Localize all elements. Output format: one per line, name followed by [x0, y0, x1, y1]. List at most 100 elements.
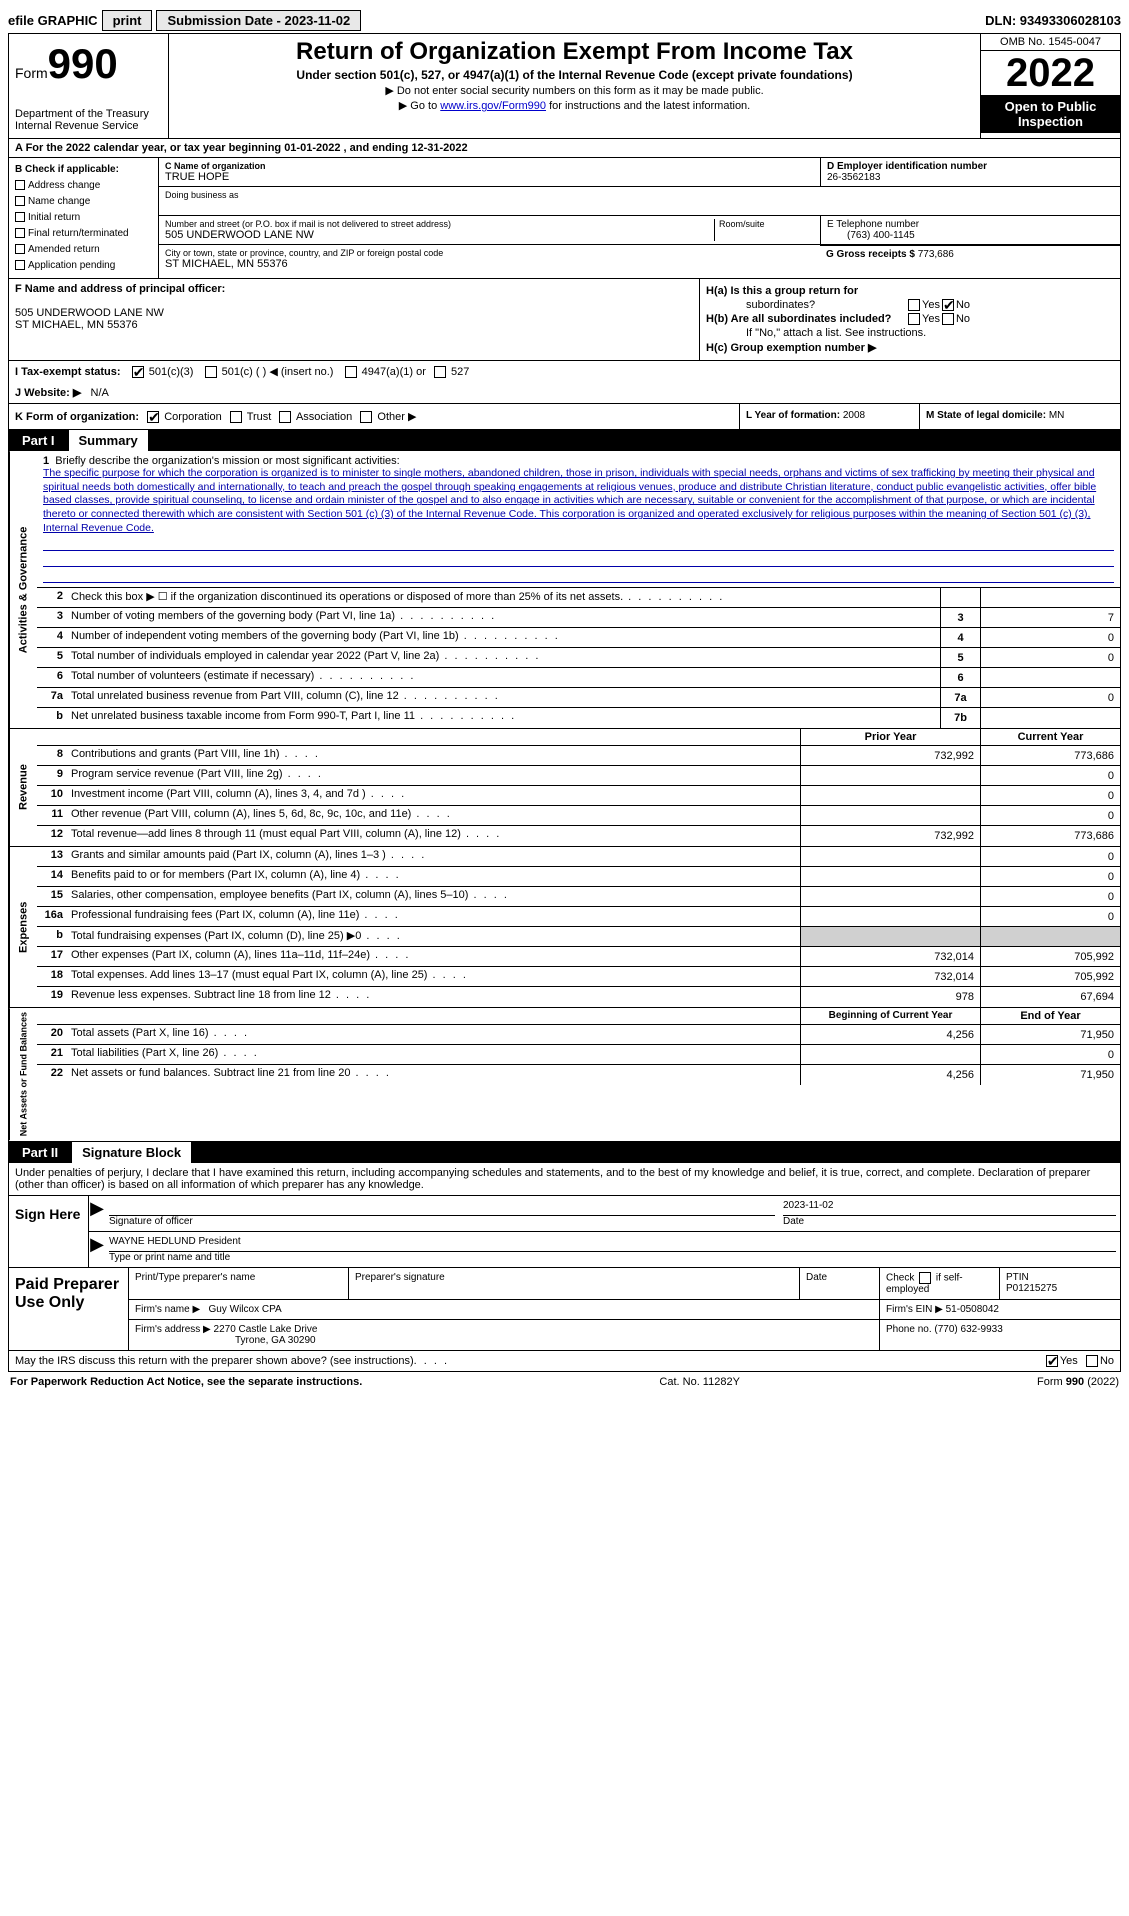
current-year-value: 71,950: [980, 1025, 1120, 1044]
room-label: Room/suite: [719, 219, 814, 229]
prior-year-header: Prior Year: [800, 729, 980, 745]
print-button[interactable]: print: [102, 10, 153, 31]
checkbox-icon[interactable]: [15, 196, 25, 206]
checkbox-icon[interactable]: [345, 366, 357, 378]
officer-addr2: ST MICHAEL, MN 55376: [15, 319, 138, 331]
line-number: 10: [37, 786, 67, 805]
prior-year-value: 732,014: [800, 947, 980, 966]
prior-year-value: [800, 806, 980, 825]
firm-addr2: Tyrone, GA 30290: [235, 1335, 316, 1346]
checkbox-icon[interactable]: [908, 299, 920, 311]
checkbox-icon[interactable]: [919, 1272, 931, 1284]
header-left: Form990 Department of the Treasury Inter…: [9, 34, 169, 138]
paid-preparer-block: Paid Preparer Use Only Print/Type prepar…: [8, 1268, 1121, 1351]
f-column: F Name and address of principal officer:…: [9, 279, 700, 360]
omb-number: OMB No. 1545-0047: [981, 34, 1120, 51]
col-b-title: B Check if applicable:: [15, 162, 152, 178]
line-text: Net unrelated business taxable income fr…: [67, 708, 940, 728]
line-number: 16a: [37, 907, 67, 926]
checkbox-icon[interactable]: [360, 411, 372, 423]
summary-line: 13 Grants and similar amounts paid (Part…: [37, 847, 1120, 867]
opt-amended: Amended return: [28, 244, 100, 255]
opt-final: Final return/terminated: [28, 228, 129, 239]
summary-line: 14 Benefits paid to or for members (Part…: [37, 867, 1120, 887]
line-box: 5: [940, 648, 980, 667]
checkbox-icon[interactable]: [15, 244, 25, 254]
line-text: Total unrelated business revenue from Pa…: [67, 688, 940, 707]
org-name: TRUE HOPE: [165, 171, 814, 183]
submission-button[interactable]: Submission Date - 2023-11-02: [156, 10, 361, 31]
row-k: K Form of organization: Corporation Trus…: [8, 404, 1121, 430]
line-number: b: [37, 927, 67, 946]
prior-year-value: 4,256: [800, 1025, 980, 1044]
sub3-post: for instructions and the latest informat…: [546, 100, 750, 112]
form-word: Form: [15, 65, 48, 81]
i-label: I Tax-exempt status:: [15, 366, 121, 378]
checkbox-icon[interactable]: [15, 212, 25, 222]
line-number: 17: [37, 947, 67, 966]
line-number: 11: [37, 806, 67, 825]
officer-addr1: 505 UNDERWOOD LANE NW: [15, 307, 164, 319]
h-column: H(a) Is this a group return for subordin…: [700, 279, 1120, 360]
current-year-value: 71,950: [980, 1065, 1120, 1085]
checkbox-checked-icon[interactable]: [942, 299, 954, 311]
checkbox-icon[interactable]: [15, 260, 25, 270]
firm-name-label: Firm's name ▶: [135, 1304, 200, 1315]
checkbox-checked-icon[interactable]: [1046, 1355, 1058, 1367]
line-value: 0: [980, 648, 1120, 667]
checkbox-checked-icon[interactable]: [132, 366, 144, 378]
firm-ein-label: Firm's EIN ▶: [886, 1304, 943, 1315]
line-text: Investment income (Part VIII, column (A)…: [67, 786, 800, 805]
line-text: Other expenses (Part IX, column (A), lin…: [67, 947, 800, 966]
checkbox-icon[interactable]: [15, 228, 25, 238]
prior-year-value: [800, 907, 980, 926]
checkbox-icon[interactable]: [434, 366, 446, 378]
firm-ein: 51-0508042: [946, 1304, 999, 1315]
header-mid: Return of Organization Exempt From Incom…: [169, 34, 980, 138]
summary-line: b Total fundraising expenses (Part IX, c…: [37, 927, 1120, 947]
summary-line: 6 Total number of volunteers (estimate i…: [37, 668, 1120, 688]
form-header: Form990 Department of the Treasury Inter…: [8, 33, 1121, 139]
checkbox-icon[interactable]: [1086, 1355, 1098, 1367]
line-number: 2: [37, 588, 67, 607]
line-number: 3: [37, 608, 67, 627]
prior-year-value: [800, 1045, 980, 1064]
check-pre: Check: [886, 1272, 914, 1283]
phone-label: E Telephone number: [827, 219, 919, 230]
prior-year-value: 732,992: [800, 746, 980, 765]
opt-501c3: 501(c)(3): [149, 366, 194, 378]
line-text: Salaries, other compensation, employee b…: [67, 887, 800, 906]
firm-phone: (770) 632-9933: [934, 1324, 1002, 1335]
signature-block: Sign Here ▶ Signature of officer 2023-11…: [8, 1196, 1121, 1268]
officer-name: WAYNE HEDLUND President: [109, 1236, 1116, 1252]
checkbox-checked-icon[interactable]: [147, 411, 159, 423]
sub3-pre: ▶ Go to: [399, 100, 440, 112]
prior-year-value: [800, 927, 980, 946]
checkbox-icon[interactable]: [908, 313, 920, 325]
prior-year-value: [800, 867, 980, 886]
cat-number: Cat. No. 11282Y: [362, 1376, 1037, 1388]
mission-text: The specific purpose for which the corpo…: [43, 467, 1096, 534]
line-text: Total number of individuals employed in …: [67, 648, 940, 667]
line-number: 15: [37, 887, 67, 906]
line-text: Total revenue—add lines 8 through 11 (mu…: [67, 826, 800, 846]
checkbox-icon[interactable]: [15, 180, 25, 190]
form990-link[interactable]: www.irs.gov/Form990: [440, 100, 546, 112]
checkbox-icon[interactable]: [230, 411, 242, 423]
form-number: 990: [48, 40, 118, 87]
checkbox-icon[interactable]: [205, 366, 217, 378]
discuss-question: May the IRS discuss this return with the…: [15, 1355, 414, 1367]
opt-527: 527: [451, 366, 469, 378]
firm-addr1: 2270 Castle Lake Drive: [214, 1324, 318, 1335]
line-box: 4: [940, 628, 980, 647]
sig-officer-label: Signature of officer: [109, 1216, 193, 1227]
prior-year-value: [800, 786, 980, 805]
line-number: 21: [37, 1045, 67, 1064]
checkbox-icon[interactable]: [279, 411, 291, 423]
no-label: No: [1100, 1355, 1114, 1367]
line-text: Total expenses. Add lines 13–17 (must eq…: [67, 967, 800, 986]
summary-line: 3 Number of voting members of the govern…: [37, 608, 1120, 628]
checkbox-icon[interactable]: [942, 313, 954, 325]
current-year-value: 0: [980, 766, 1120, 785]
revenue-section: Revenue Prior Year Current Year 8 Contri…: [8, 729, 1121, 847]
